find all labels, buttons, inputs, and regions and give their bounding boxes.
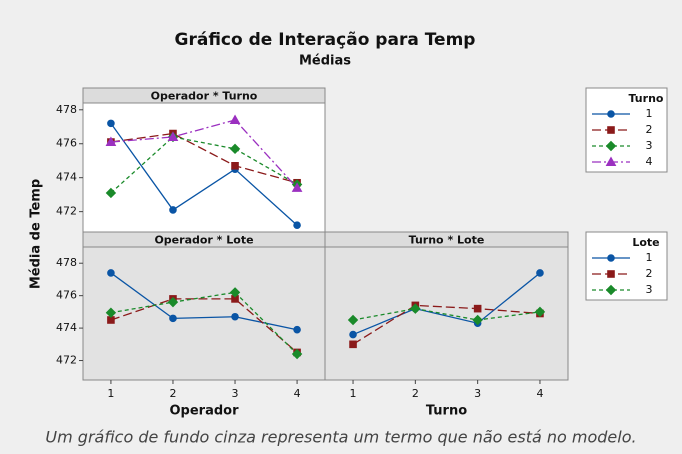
marker <box>607 110 615 118</box>
legend-label: 3 <box>646 283 653 296</box>
legend-label: 4 <box>646 155 653 168</box>
marker <box>231 312 239 321</box>
marker <box>229 143 241 155</box>
marker <box>107 119 115 128</box>
series-line <box>352 307 541 321</box>
marker <box>410 303 421 314</box>
series-line <box>110 136 298 194</box>
marker <box>347 314 359 326</box>
x-tick-label: 3 <box>232 387 239 400</box>
marker <box>472 314 483 326</box>
legend-title: Lote <box>632 236 659 249</box>
panel-title: Turno * Lote <box>409 234 485 247</box>
series-line <box>110 291 298 355</box>
x-tick-label: 1 <box>350 387 357 400</box>
marker <box>473 304 482 313</box>
marker <box>169 314 177 323</box>
series-line <box>352 272 541 336</box>
marker <box>534 306 546 318</box>
x-tick-label: 4 <box>536 387 543 400</box>
marker <box>605 140 617 152</box>
legend-label: 1 <box>646 251 653 264</box>
plot-area <box>82 246 326 381</box>
y-tick-label: 478 <box>56 103 77 116</box>
marker <box>229 114 241 124</box>
marker <box>231 162 239 170</box>
marker <box>169 206 177 214</box>
x-tick-label: 2 <box>412 387 419 400</box>
x-tick-label: 2 <box>169 387 176 400</box>
marker <box>105 136 117 147</box>
y-tick-label: 478 <box>56 256 77 269</box>
footnote: Um gráfico de fundo cinza representa um … <box>45 428 636 447</box>
y-tick-label: 472 <box>56 354 77 367</box>
legend-label: 3 <box>646 139 653 152</box>
series-line <box>110 298 298 353</box>
legend-label: 2 <box>646 267 653 280</box>
x-tick-label: 3 <box>474 387 481 400</box>
marker <box>536 269 544 277</box>
chart-subtitle: Médias <box>299 54 351 69</box>
marker <box>167 296 179 308</box>
y-tick-label: 476 <box>56 137 77 150</box>
plot-area <box>82 102 326 233</box>
legend-box <box>585 231 668 301</box>
marker <box>105 187 117 199</box>
y-tick-label: 472 <box>56 205 77 218</box>
marker <box>291 348 303 360</box>
marker <box>605 156 617 166</box>
marker <box>167 131 179 141</box>
marker <box>605 284 617 296</box>
x-axis-label: Turno <box>426 404 467 419</box>
series-line <box>352 304 541 345</box>
chart-title: Gráfico de Interação para Temp <box>175 30 476 50</box>
series-line <box>110 119 298 189</box>
marker <box>105 307 117 318</box>
y-tick-label: 476 <box>56 289 77 302</box>
panel-title: Operador * Turno <box>151 90 258 103</box>
marker <box>607 254 615 262</box>
panel-header <box>82 87 326 104</box>
marker <box>229 287 241 298</box>
x-tick-label: 4 <box>294 387 301 400</box>
legend-label: 1 <box>646 107 653 120</box>
plot-area <box>324 246 569 381</box>
y-tick-label: 474 <box>56 171 77 184</box>
panel-header <box>324 231 569 248</box>
series-line <box>110 122 298 226</box>
y-axis-label: Média de Temp <box>29 179 44 289</box>
marker <box>293 221 301 230</box>
legend-title: Turno <box>629 92 664 105</box>
marker <box>107 269 115 277</box>
x-tick-label: 1 <box>107 387 114 400</box>
marker <box>293 325 301 334</box>
marker <box>349 340 357 349</box>
marker <box>291 182 303 192</box>
legend-label: 2 <box>646 123 653 136</box>
marker <box>607 126 615 134</box>
series-line <box>110 132 298 184</box>
marker <box>349 330 357 339</box>
panel-title: Operador * Lote <box>154 234 253 247</box>
x-axis-label: Operador <box>169 404 239 419</box>
y-tick-label: 474 <box>56 321 77 334</box>
marker <box>607 270 615 278</box>
